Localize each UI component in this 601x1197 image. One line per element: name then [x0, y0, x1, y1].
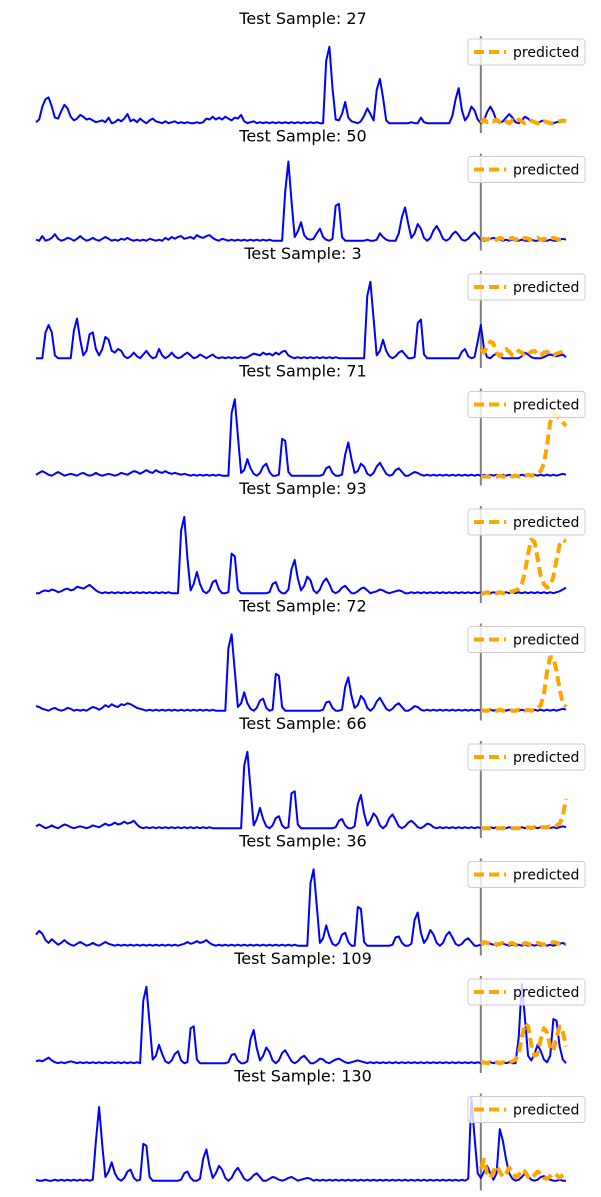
panel-title: Test Sample: 72: [238, 597, 366, 616]
predicted-series-line: [478, 1157, 567, 1181]
legend-box: [467, 391, 586, 418]
legend-box: [467, 978, 586, 1006]
predicted-series-line: [479, 117, 567, 126]
panel: Test Sample: 93 predicted: [36, 479, 586, 603]
legend-box: [467, 38, 586, 66]
legend-label: predicted: [513, 398, 579, 414]
panels: Test Sample: 27 predicted Test Sample: 50 p…: [35, 9, 586, 1191]
predicted-series-line: [479, 940, 567, 948]
panel: Test Sample: 27 predicted: [35, 9, 586, 133]
panel-title: Test Sample: 93: [238, 479, 366, 498]
panel: Test Sample: 66 predicted: [35, 714, 586, 838]
legend-box: [467, 1096, 586, 1123]
legend-label: predicted: [513, 868, 579, 884]
legend-label: predicted: [513, 515, 579, 531]
actual-series-line: [35, 160, 567, 242]
legend-label: predicted: [513, 633, 579, 649]
legend-box: [467, 508, 586, 536]
actual-series-line: [35, 750, 567, 830]
predicted-series-line: [480, 798, 568, 831]
legend-label: predicted: [513, 45, 579, 61]
predicted-series-line: [480, 411, 568, 479]
legend-label: predicted: [513, 163, 579, 179]
predicted-series-line: [480, 1021, 568, 1066]
predicted-series-line: [480, 537, 567, 596]
panel: Test Sample: 3 predicted: [36, 244, 586, 368]
panel-title: Test Sample: 3: [243, 244, 361, 263]
predicted-series-line: [480, 655, 568, 713]
actual-series-line: [35, 983, 567, 1065]
legend-box: [467, 861, 586, 888]
legend-box: [467, 743, 586, 771]
panel: Test Sample: 130 predicted: [35, 1067, 586, 1191]
legend: predicted: [467, 743, 586, 771]
legend-box: [467, 156, 586, 183]
legend-label: predicted: [513, 985, 579, 1001]
actual-series-line: [35, 45, 567, 125]
panel: Test Sample: 50 predicted: [35, 127, 586, 251]
predicted-series-line: [480, 235, 567, 242]
actual-series-line: [35, 633, 567, 712]
actual-series-line: [35, 868, 567, 947]
actual-series-line: [36, 280, 567, 360]
panel: Test Sample: 71 predicted: [35, 362, 586, 486]
panel-title: Test Sample: 109: [233, 949, 372, 968]
actual-series-line: [35, 398, 567, 477]
panel-title: Test Sample: 27: [238, 9, 366, 28]
panel-title: Test Sample: 50: [238, 127, 366, 146]
panel-title: Test Sample: 71: [238, 362, 366, 381]
legend: predicted: [467, 861, 586, 888]
panel: Test Sample: 72 predicted: [35, 597, 586, 721]
legend-label: predicted: [513, 280, 579, 296]
panel-title: Test Sample: 130: [233, 1067, 372, 1086]
actual-series-line: [36, 515, 567, 595]
legend: predicted: [467, 626, 586, 653]
legend-label: predicted: [513, 1103, 579, 1119]
actual-series-line: [35, 1096, 566, 1182]
legend: predicted: [467, 156, 586, 183]
legend: predicted: [467, 273, 586, 301]
panel: Test Sample: 109 predicted: [35, 949, 586, 1073]
legend-box: [467, 626, 586, 653]
legend-label: predicted: [513, 750, 579, 766]
legend: predicted: [467, 38, 586, 66]
legend: predicted: [467, 978, 586, 1006]
legend: predicted: [467, 1096, 586, 1123]
panel-title: Test Sample: 36: [238, 832, 366, 851]
legend: predicted: [467, 391, 586, 418]
legend: predicted: [467, 508, 586, 536]
predicted-series-line: [479, 339, 568, 359]
legend-box: [467, 273, 586, 301]
panel: Test Sample: 36 predicted: [35, 832, 586, 956]
panel-title: Test Sample: 66: [238, 714, 366, 733]
